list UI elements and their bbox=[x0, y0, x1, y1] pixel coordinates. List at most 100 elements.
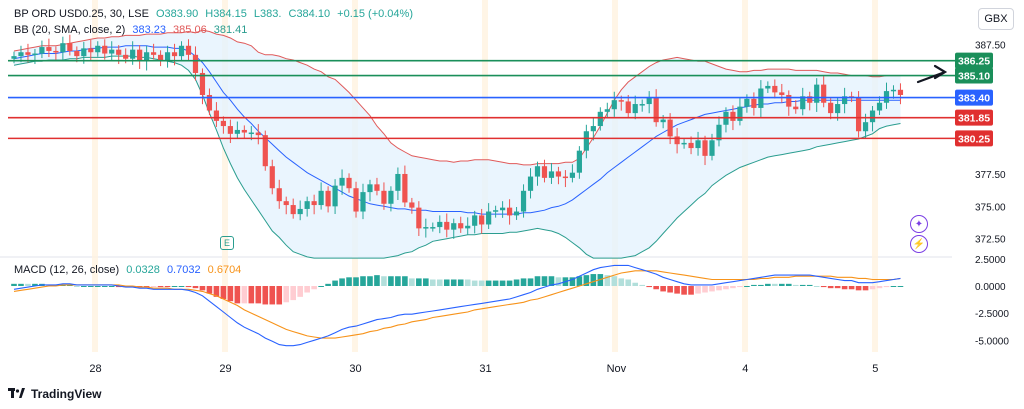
candle-body bbox=[618, 100, 624, 102]
bb-upper-line bbox=[13, 29, 901, 166]
macd-line-value: 0.7032 bbox=[166, 264, 201, 276]
candle-body bbox=[744, 98, 750, 107]
candle-body bbox=[444, 221, 450, 230]
candle-body bbox=[604, 109, 610, 112]
candle-body bbox=[451, 223, 457, 230]
macd-line bbox=[13, 264, 901, 347]
time-axis-label: 4 bbox=[742, 363, 748, 375]
macd-histogram-bar bbox=[499, 280, 506, 286]
macd-histogram-bar bbox=[506, 280, 513, 286]
candle-body bbox=[688, 142, 694, 149]
candle-body bbox=[25, 52, 31, 55]
macd-axis-tick: 2.5000 bbox=[975, 255, 1006, 266]
candle-body bbox=[835, 104, 841, 114]
candle-body bbox=[814, 84, 820, 103]
candle-body bbox=[220, 120, 226, 127]
candle-body bbox=[137, 49, 143, 62]
macd-histogram-bar bbox=[353, 277, 359, 286]
candle-body bbox=[213, 110, 220, 121]
change-value: +0.15 (+0.04%) bbox=[337, 8, 413, 20]
macd-histogram-bar bbox=[792, 284, 799, 286]
candle-body bbox=[513, 211, 520, 216]
macd-histogram-bar bbox=[430, 279, 436, 286]
candle-body bbox=[297, 208, 303, 215]
macd-histogram-bar bbox=[806, 284, 813, 286]
candle-body bbox=[576, 150, 582, 173]
sparkle-icon[interactable]: ✦ bbox=[910, 215, 928, 233]
macd-histogram-bar bbox=[416, 278, 422, 286]
high-value: H384.15 bbox=[205, 8, 247, 20]
candle-body bbox=[702, 140, 708, 156]
macd-histogram-bar bbox=[108, 286, 115, 287]
candle-body bbox=[751, 98, 757, 108]
candle-body bbox=[527, 176, 534, 191]
candle-body bbox=[890, 89, 897, 92]
macd-histogram-bar bbox=[618, 278, 625, 286]
macd-histogram-bar bbox=[87, 286, 94, 287]
candle-body bbox=[53, 50, 59, 53]
candle-body bbox=[842, 96, 848, 105]
candle-body bbox=[60, 43, 66, 53]
macd-histogram-bar bbox=[841, 286, 848, 290]
macd-histogram-bar bbox=[855, 286, 862, 291]
candle-body bbox=[304, 201, 310, 209]
macd-histogram-bar bbox=[311, 286, 317, 290]
candle-body bbox=[897, 89, 904, 95]
candle-body bbox=[779, 92, 785, 95]
earnings-icon[interactable]: E bbox=[220, 236, 234, 250]
signal-line bbox=[13, 270, 901, 339]
macd-histogram-bar bbox=[332, 280, 338, 286]
macd-histogram-bar bbox=[590, 274, 597, 286]
session-stripe bbox=[222, 0, 228, 352]
macd-histogram-bar bbox=[813, 286, 820, 287]
macd-histogram-bar bbox=[94, 286, 101, 287]
macd-histogram-bar bbox=[834, 286, 841, 289]
macd-histogram-bar bbox=[779, 283, 785, 286]
candle-body bbox=[318, 190, 324, 206]
macd-histogram-bar bbox=[883, 286, 890, 288]
price-level-tag bbox=[955, 89, 993, 106]
candle-body bbox=[709, 140, 715, 156]
price-level-label: 383.40 bbox=[958, 93, 990, 105]
macd-histogram-bar bbox=[709, 286, 715, 292]
macd-histogram-bar bbox=[646, 286, 652, 288]
macd-histogram-bar bbox=[143, 286, 150, 288]
candle-body bbox=[81, 48, 87, 57]
candle-body bbox=[227, 126, 233, 134]
candle-body bbox=[262, 135, 268, 167]
macd-histogram-bar bbox=[604, 275, 611, 286]
candle-body bbox=[67, 43, 73, 51]
lightning-icon[interactable]: ⚡ bbox=[910, 235, 928, 253]
macd-histogram-bar bbox=[436, 279, 443, 286]
macd-histogram-bar bbox=[423, 278, 429, 286]
candle-body bbox=[639, 104, 645, 106]
tradingview-logo[interactable]: TradingView bbox=[8, 387, 101, 401]
macd-histogram-bar bbox=[395, 276, 401, 286]
time-axis-label: 29 bbox=[219, 363, 231, 375]
candle-body bbox=[283, 201, 289, 206]
macd-histogram-bar bbox=[625, 279, 632, 286]
macd-histogram-bar bbox=[192, 286, 199, 289]
macd-histogram-bar bbox=[667, 286, 673, 293]
macd-histogram-bar bbox=[457, 279, 464, 286]
bb-lower-value: 381.41 bbox=[213, 24, 248, 36]
candle-body bbox=[276, 188, 282, 202]
candle-body bbox=[311, 201, 317, 206]
bb-basis-value: 383.23 bbox=[132, 24, 166, 36]
candle-body bbox=[541, 166, 548, 178]
candle-body bbox=[625, 101, 631, 114]
candle-body bbox=[772, 85, 778, 93]
candle-body bbox=[465, 225, 471, 229]
price-axis-tick: 377.50 bbox=[975, 170, 1006, 181]
macd-histogram-bar bbox=[751, 284, 757, 286]
macd-histogram-bar bbox=[688, 286, 694, 295]
currency-button[interactable]: GBX bbox=[978, 8, 1014, 30]
macd-histogram-bar bbox=[471, 280, 478, 286]
candle-body bbox=[74, 50, 80, 57]
macd-histogram-bar bbox=[262, 286, 269, 305]
candle-body bbox=[667, 119, 673, 137]
macd-histogram-bar bbox=[248, 286, 255, 304]
macd-histogram-bar bbox=[848, 286, 855, 290]
candle-body bbox=[611, 100, 617, 110]
